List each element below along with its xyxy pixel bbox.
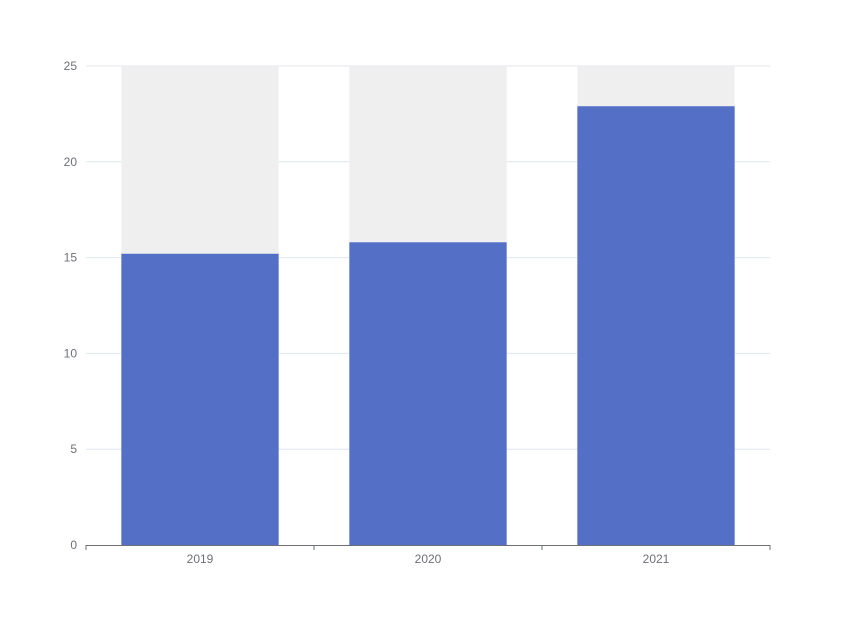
y-axis-tick-labels: 0 5 10 15 20 25 [64, 59, 78, 552]
y-tick-label: 0 [70, 538, 77, 552]
x-tick-label: 2019 [187, 552, 214, 566]
y-tick-label: 10 [64, 346, 78, 360]
bar [121, 253, 279, 545]
y-tick-label: 5 [70, 442, 77, 456]
y-tick-label: 20 [64, 155, 78, 169]
y-tick-label: 15 [64, 251, 78, 265]
x-tick-label: 2020 [415, 552, 442, 566]
bar [349, 242, 507, 545]
x-axis [85, 545, 771, 550]
x-tick-label: 2021 [643, 552, 670, 566]
data-bars [121, 106, 735, 546]
y-tick-label: 25 [64, 59, 78, 73]
bar [577, 106, 735, 546]
x-axis-tick-labels: 2019 2020 2021 [187, 552, 670, 566]
